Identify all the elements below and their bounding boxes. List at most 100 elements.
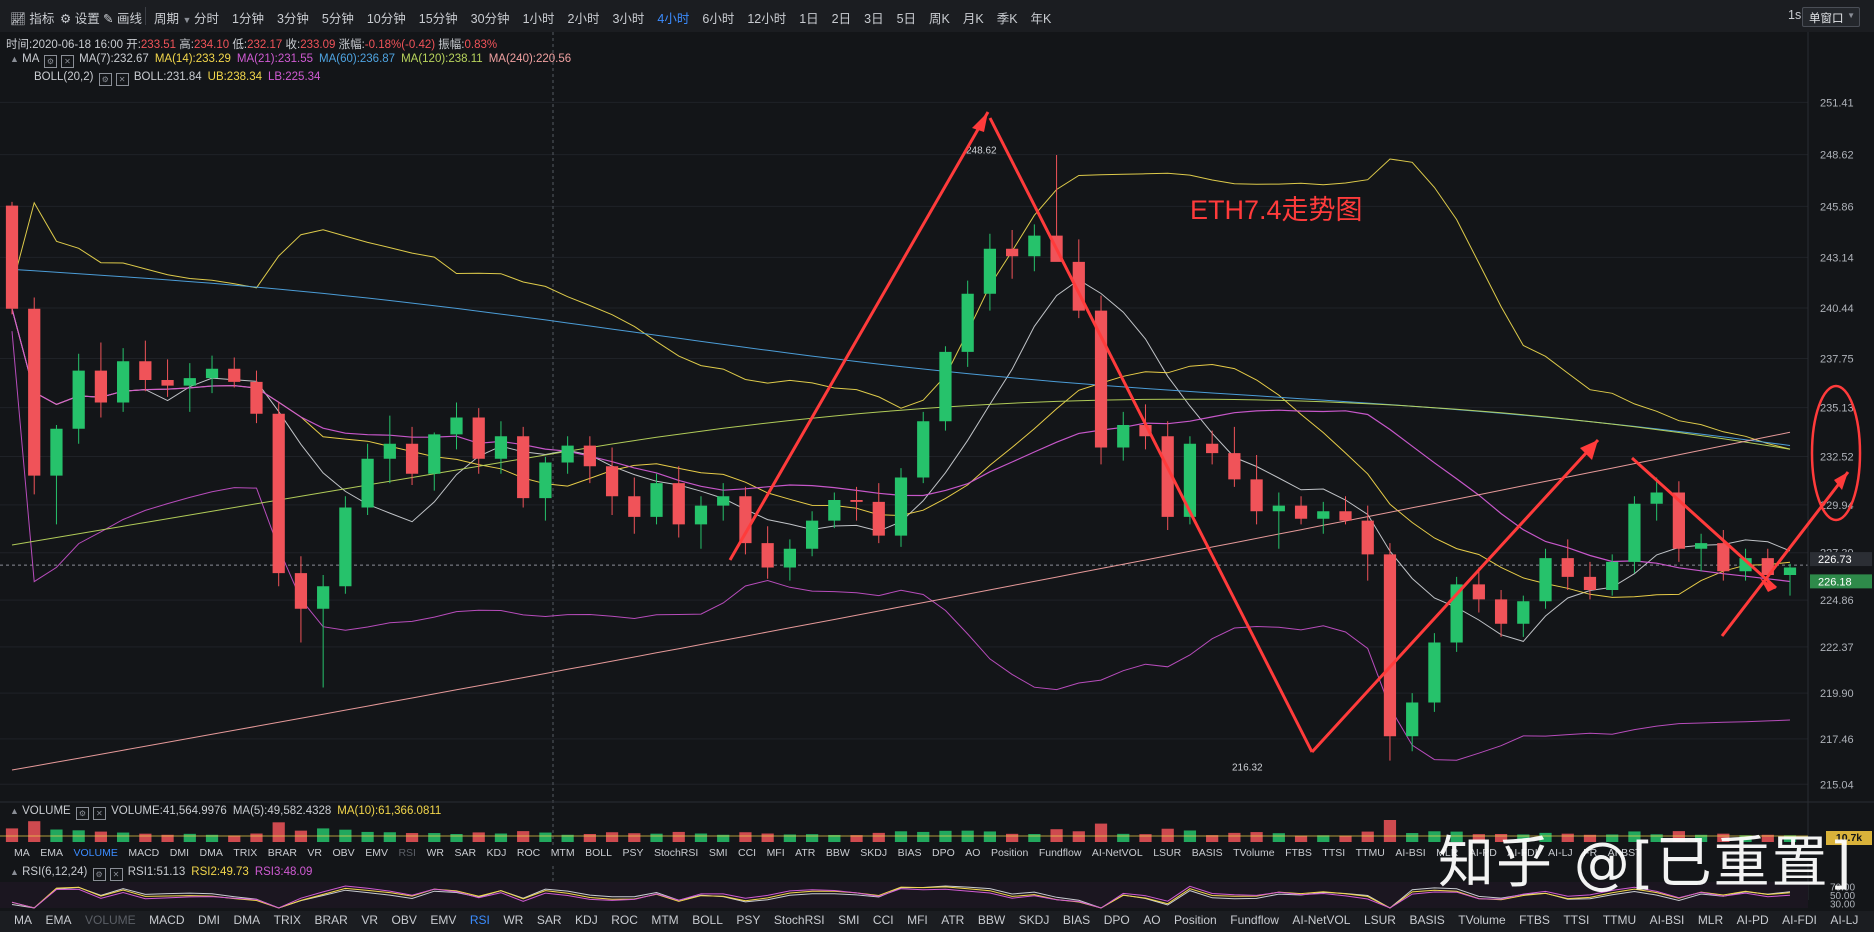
- indicator-tab[interactable]: AI-LJ: [1830, 913, 1859, 927]
- indicator-tab[interactable]: MFI: [766, 847, 785, 859]
- indicator-tab[interactable]: FTBS: [1285, 847, 1312, 859]
- indicator-tab[interactable]: Fundflow: [1230, 913, 1279, 927]
- indicator-tab[interactable]: Fundflow: [1038, 847, 1082, 859]
- indicator-tab[interactable]: BASIS: [1191, 847, 1223, 859]
- indicator-tab[interactable]: AI-NetVOL: [1091, 847, 1143, 859]
- indicator-tab[interactable]: SAR: [536, 913, 562, 927]
- indicator-tab[interactable]: BBW: [977, 913, 1006, 927]
- indicator-tab[interactable]: PSY: [736, 913, 761, 927]
- indicator-tab[interactable]: Position: [990, 847, 1029, 859]
- indicator-tab[interactable]: AO: [965, 847, 981, 859]
- period-option[interactable]: 3分钟: [276, 12, 309, 26]
- indicator-tab[interactable]: DMI: [198, 913, 220, 927]
- indicator-tab[interactable]: VOLUME: [73, 847, 118, 859]
- close-icon[interactable]: ✕: [92, 807, 106, 820]
- indicator-tab[interactable]: EMV: [430, 913, 457, 927]
- indicator-tab[interactable]: MLR: [1436, 847, 1459, 859]
- indicator-tab[interactable]: SKDJ: [1018, 913, 1050, 927]
- period-option[interactable]: 15分钟: [418, 12, 458, 26]
- indicator-tab[interactable]: ATR: [941, 913, 965, 927]
- indicator-tab[interactable]: BBW: [825, 847, 850, 859]
- window-mode-dropdown[interactable]: 单窗口 ▼: [1802, 7, 1860, 27]
- period-option[interactable]: 3日: [864, 12, 884, 26]
- indicator-tab[interactable]: LSUR: [1363, 913, 1396, 927]
- indicator-tab[interactable]: OBV: [391, 913, 417, 927]
- indicator-tab[interactable]: WR: [503, 913, 524, 927]
- indicator-tab[interactable]: AI-PD: [1468, 847, 1497, 859]
- indicator-tab[interactable]: WR: [426, 847, 444, 859]
- gear-icon[interactable]: ⚙: [43, 55, 57, 68]
- indicator-tab[interactable]: VR: [361, 913, 379, 927]
- period-option[interactable]: 12小时: [747, 12, 787, 26]
- indicator-tab[interactable]: TVolume: [1458, 913, 1506, 927]
- close-icon[interactable]: ✕: [60, 55, 74, 68]
- period-option[interactable]: 1日: [799, 12, 819, 26]
- indicator-tab[interactable]: TTSI: [1563, 913, 1590, 927]
- indicator-tab[interactable]: RSI: [469, 913, 490, 927]
- indicator-tab[interactable]: CCI: [737, 847, 757, 859]
- indicator-menu-button[interactable]: 📈︎ 指标: [10, 8, 54, 27]
- indicator-tab[interactable]: AI-FDI: [1782, 913, 1817, 927]
- indicator-tab[interactable]: TTMU: [1602, 913, 1637, 927]
- indicator-tab[interactable]: SMI: [838, 913, 860, 927]
- draw-line-button[interactable]: ✎ 画线: [103, 8, 142, 27]
- indicator-tab[interactable]: MA: [14, 913, 32, 927]
- period-option[interactable]: 4小时: [657, 12, 690, 26]
- indicator-tab[interactable]: SMI: [708, 847, 728, 859]
- period-option[interactable]: 3小时: [612, 12, 645, 26]
- period-option[interactable]: 5日: [896, 12, 917, 26]
- indicator-tab[interactable]: AI-BST: [1607, 847, 1642, 859]
- indicator-tab[interactable]: RSI: [398, 847, 416, 859]
- indicator-tab[interactable]: StochRSI: [653, 847, 699, 859]
- indicator-tab[interactable]: AI-BSI: [1395, 847, 1426, 859]
- indicator-tab[interactable]: PSY: [622, 847, 644, 859]
- refresh-rate-button[interactable]: 1s: [1788, 8, 1801, 22]
- collapse-icon[interactable]: ▲: [10, 54, 19, 64]
- period-option[interactable]: 季K: [996, 12, 1018, 26]
- indicator-tab[interactable]: KDJ: [486, 847, 507, 859]
- period-option[interactable]: 月K: [962, 12, 984, 26]
- indicator-tab[interactable]: StochRSI: [773, 913, 825, 927]
- indicator-tab[interactable]: AI-PD: [1736, 913, 1769, 927]
- settings-button[interactable]: ⚙ 设置: [60, 8, 100, 27]
- indicator-tab[interactable]: BASIS: [1409, 913, 1445, 927]
- indicator-tab[interactable]: AI-FDI: [1507, 847, 1538, 859]
- indicator-tab[interactable]: DMI: [169, 847, 189, 859]
- period-option[interactable]: 10分钟: [366, 12, 406, 26]
- indicator-tab[interactable]: LSUR: [1153, 847, 1182, 859]
- indicator-tab[interactable]: TRIX: [273, 913, 302, 927]
- indicator-tab[interactable]: MACD: [128, 847, 160, 859]
- indicator-tab[interactable]: VR: [307, 847, 323, 859]
- indicator-tab[interactable]: BRAR: [267, 847, 297, 859]
- indicator-tab[interactable]: TRIX: [233, 847, 258, 859]
- period-option[interactable]: 6小时: [702, 12, 735, 26]
- indicator-tab[interactable]: ROC: [516, 847, 541, 859]
- period-option[interactable]: 30分钟: [470, 12, 510, 26]
- period-option[interactable]: 分时: [194, 12, 220, 26]
- period-option[interactable]: 年K: [1030, 12, 1052, 26]
- candlestick-chart[interactable]: 251.41 248.62 245.86 243.14 240.44 237.75 235.…: [0, 32, 1874, 932]
- close-icon[interactable]: ✕: [109, 868, 123, 881]
- indicator-tab[interactable]: EMA: [45, 913, 72, 927]
- indicator-tab[interactable]: ATR: [795, 847, 816, 859]
- indicator-tab[interactable]: FR: [1583, 847, 1598, 859]
- gear-icon[interactable]: ⚙: [98, 73, 112, 86]
- indicator-tab[interactable]: ROC: [611, 913, 638, 927]
- gear-icon[interactable]: ⚙: [75, 807, 89, 820]
- period-option[interactable]: 周K: [929, 12, 950, 26]
- indicator-tab[interactable]: TTSI: [1322, 847, 1346, 859]
- indicator-tab[interactable]: BIAS: [1062, 913, 1091, 927]
- indicator-tab[interactable]: TTMU: [1355, 847, 1385, 859]
- period-option[interactable]: 2日: [831, 12, 852, 26]
- indicator-tab[interactable]: AO: [1143, 913, 1161, 927]
- period-dropdown[interactable]: 周期 ▼: [154, 8, 191, 27]
- indicator-tab[interactable]: FTBS: [1519, 913, 1550, 927]
- indicator-tab[interactable]: SAR: [454, 847, 477, 859]
- indicator-tab[interactable]: EMA: [40, 847, 64, 859]
- indicator-tab[interactable]: MTM: [651, 913, 679, 927]
- indicator-tab[interactable]: DMA: [233, 913, 261, 927]
- period-option[interactable]: 1小时: [522, 12, 555, 26]
- indicator-tab[interactable]: DPO: [932, 847, 955, 859]
- indicator-tab[interactable]: VOLUME: [85, 913, 136, 927]
- period-option[interactable]: 1分钟: [232, 12, 264, 26]
